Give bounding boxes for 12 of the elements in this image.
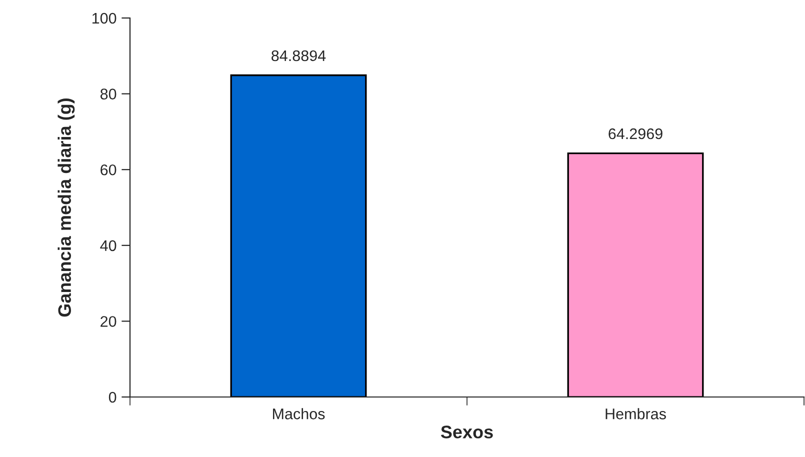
x-axis-title: Sexos	[440, 426, 493, 438]
y-tick-label: 40	[100, 240, 116, 252]
y-tick-label: 0	[108, 392, 116, 403]
y-tick-label: 60	[100, 164, 116, 176]
x-tick-label: Hembras	[606, 408, 666, 420]
data-label: 64.2969	[608, 128, 662, 140]
x-tick-label: Machos	[273, 408, 325, 420]
y-tick-label: 20	[100, 316, 116, 327]
y-tick-label: 100	[92, 12, 116, 24]
data-label: 84.8894	[272, 50, 326, 62]
y-tick-label: 80	[100, 88, 116, 100]
y-axis-title: Ganancia media diaria (g)	[58, 98, 75, 317]
